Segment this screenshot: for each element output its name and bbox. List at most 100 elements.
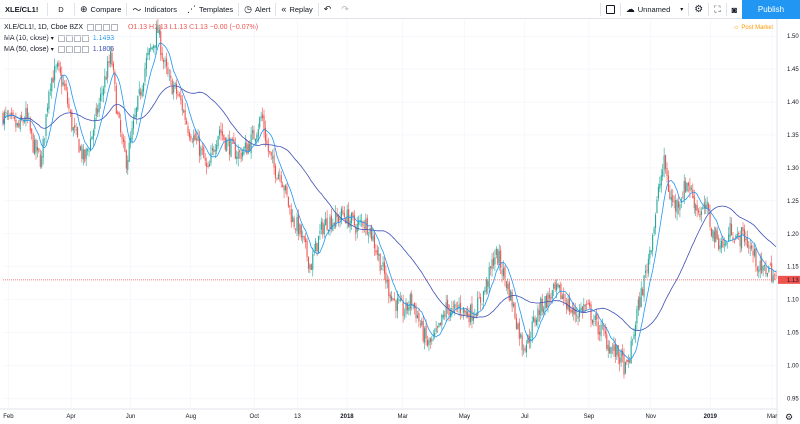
low-value: L1.13 [169,23,188,31]
candle-body [500,250,502,268]
candle-body [264,127,266,142]
ma10-label[interactable]: MA (10, close) [4,34,49,42]
candle-body [637,299,639,310]
settings-small-icon[interactable] [94,24,102,31]
candle-body [333,222,335,225]
candle-body [656,199,658,214]
candle-body [687,182,690,186]
candle-body [49,88,51,91]
price-chart[interactable]: 1.50 1.45 1.40 1.35 1.30 1.25 1.20 1.15 1.10 1.05… [0,19,800,424]
time-tick-label: Oct [250,414,260,420]
candle-body [619,357,621,364]
candle-body [220,129,222,133]
undo-button[interactable]: ↶ [319,0,337,19]
candle-body [398,299,400,301]
settings-button[interactable]: ⚙ [689,0,708,19]
candle-body [9,113,11,115]
candle-body [660,175,662,186]
candle-body [65,83,67,91]
candle-body [114,71,116,84]
candle-body [540,297,542,316]
fullscreen-button[interactable]: ⛶ [709,0,725,19]
candle-body [756,267,758,271]
alert-button[interactable]: ◷ Alert [239,0,275,19]
candle-body [327,229,330,232]
candle-body [739,235,741,247]
eye-icon[interactable] [57,35,65,42]
candle-body [385,272,387,284]
settings-small-icon[interactable] [65,35,73,42]
post-market-badge[interactable]: ☼ Post Market [733,24,773,31]
replay-button[interactable]: « Replay [276,0,317,19]
candle-body [705,204,707,209]
candle-body [521,335,523,350]
candle-body [596,313,598,320]
indicators-button[interactable]: 〜 Indicators [127,0,182,19]
candle-body [746,236,748,248]
candle-body [320,221,322,230]
close-icon[interactable] [102,24,110,31]
candle-body [241,152,244,157]
candle-body [230,138,232,157]
redo-button[interactable]: ↷ [336,0,354,19]
close-icon[interactable] [73,35,81,42]
symbol-search[interactable]: XLE/CL1! [5,4,39,14]
more-icon[interactable] [110,24,118,31]
candle-body [447,299,449,308]
time-tick-label: Mar [767,414,777,420]
time-axis[interactable]: Feb Apr Jun Aug Oct 13 2018 Mar May Jul Sep Nov 2019… [3,414,777,420]
candle-body [368,235,370,236]
close-icon[interactable] [73,46,81,53]
chevron-down-icon[interactable]: ▾ [50,46,54,53]
price-tick-label: 1.15 [787,265,799,271]
candle-body [646,270,648,272]
current-price-badge [778,275,800,284]
eye-icon[interactable] [86,24,94,31]
legend-title[interactable]: XLE/CL1!, 1D, Cboe BZX [4,23,83,31]
select-button[interactable] [601,0,620,19]
settings-small-icon[interactable] [65,46,73,53]
interval-button[interactable]: D [58,4,64,14]
candle-body [586,304,588,305]
candle-body [774,274,776,276]
candle-body [606,334,608,349]
ma50-label[interactable]: MA (50, close) [4,45,49,53]
candle-body [611,348,614,350]
chevron-down-icon[interactable]: ▾ [50,35,54,42]
layout-menu[interactable]: ☁ Unnamed ▾ [621,0,689,19]
candle-body [362,221,364,227]
screenshot-button[interactable]: ◙ [727,0,742,19]
chart-settings-button[interactable]: ⚙ [785,412,793,422]
publish-button[interactable]: Publish [742,0,800,19]
candle-body [312,253,314,270]
templates-button[interactable]: ⋰ Templates [182,0,238,19]
candle-body [134,114,136,119]
candle-body [237,151,239,159]
candle-body [138,88,140,95]
candle-body [61,74,63,87]
candle-body [511,292,513,307]
candle-body [211,147,213,151]
candle-body [465,311,467,316]
candle-body [284,185,287,191]
candle-body [221,131,223,136]
more-icon[interactable] [81,46,89,53]
candle-body [280,175,282,183]
eye-icon[interactable] [57,46,65,53]
candle-body [262,114,264,119]
compare-button[interactable]: ⊕ Compare [75,0,126,19]
price-axis[interactable]: 1.50 1.45 1.40 1.35 1.30 1.25 1.20 1.15 1.10 1.05… [787,34,799,402]
candle-body [591,319,593,324]
more-icon[interactable] [81,35,89,42]
toolbar-divider [708,3,710,16]
candle-body [580,307,582,311]
candle-body [135,107,137,117]
candle-body [627,359,629,362]
candle-body [95,108,97,116]
candle-body [571,310,573,313]
candle-body [488,267,490,289]
candle-body [207,165,209,167]
candle-body [226,139,228,152]
candle-body [771,263,773,282]
candle-body [25,108,27,122]
